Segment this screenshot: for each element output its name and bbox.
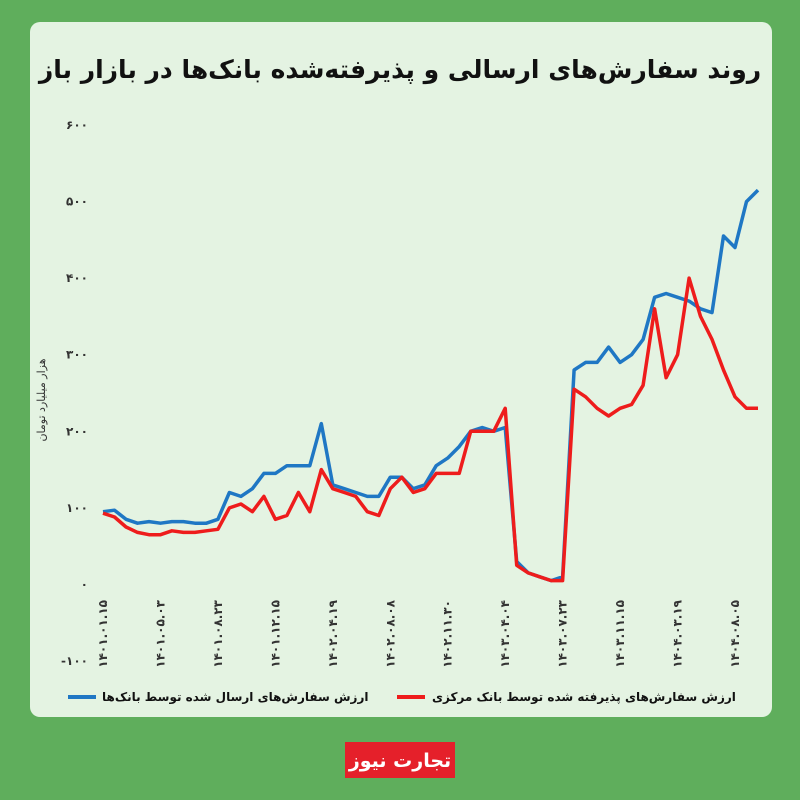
x-tick-label: ۱۴۰۱.۰۵.۰۳	[153, 599, 167, 667]
brand: تجارت نیوز	[348, 750, 451, 772]
x-tick-label: ۱۴۰۳.۰۴.۰۴	[498, 600, 512, 668]
x-tick-label: ۱۴۰۲.۱۱.۳۰	[441, 600, 455, 668]
y-tick-label: ۲۰۰	[66, 424, 88, 438]
y-tick-label: ۱۰۰	[66, 501, 88, 515]
x-tick-label: ۱۴۰۲.۰۸.۰۸	[383, 599, 397, 667]
x-tick-label: ۱۴۰۳.۰۷.۲۳	[556, 599, 570, 667]
x-tick-label: ۱۴۰۴.۰۳.۱۹	[671, 599, 685, 667]
data-line	[102, 276, 758, 583]
x-tick-label: ۱۴۰۱.۰۱.۱۵	[96, 600, 110, 668]
chart-title: روند سفارش‌های ارسالی و پذیرفته‌شده بانک…	[37, 55, 761, 85]
x-tick-label: ۱۴۰۲.۰۴.۱۹	[326, 599, 340, 667]
legend-label: ارزش سفارش‌های ارسال شده توسط بانک‌ها	[102, 690, 368, 705]
y-tick-label: ۰	[81, 577, 88, 591]
y-tick-label: -۱۰۰	[61, 654, 88, 668]
card	[30, 22, 772, 717]
data-line	[102, 188, 760, 583]
x-tick-label: ۱۴۰۱.۰۸.۲۳	[211, 599, 225, 667]
y-axis-label: هزار میلیارد تومان	[35, 358, 48, 441]
y-tick-label: ۵۰۰	[66, 195, 88, 209]
brand-box	[345, 742, 455, 778]
y-tick-label: ۴۰۰	[66, 271, 88, 285]
x-tick-label: ۱۴۰۳.۱۱.۱۵	[613, 600, 627, 668]
y-tick-label: ۳۰۰	[66, 348, 88, 362]
x-tick-label: ۱۴۰۴.۰۸.۰۵	[728, 600, 742, 668]
legend-label: ارزش سفارش‌های پذیرفته شده توسط بانک مرک…	[432, 690, 736, 705]
y-tick-label: ۶۰۰	[66, 118, 88, 132]
x-tick-label: ۱۴۰۱.۱۲.۱۵	[268, 600, 282, 668]
